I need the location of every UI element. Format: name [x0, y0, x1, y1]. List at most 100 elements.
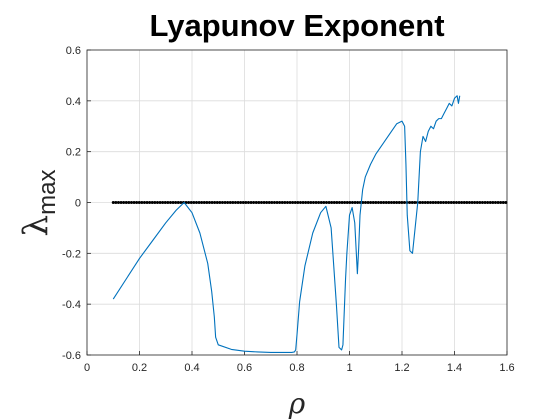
zero-line-marker: [324, 201, 328, 204]
y-axis-label: λmax: [16, 170, 61, 237]
zero-line-marker: [304, 201, 308, 204]
y-axis-label-subscript: max: [34, 170, 61, 215]
zero-line-marker: [148, 201, 152, 204]
zero-line-marker: [129, 201, 133, 204]
zero-line-marker: [174, 201, 178, 204]
zero-line-marker: [376, 201, 380, 204]
zero-line-marker: [488, 201, 492, 204]
zero-line-marker: [421, 201, 425, 204]
zero-line-marker: [447, 201, 451, 204]
zero-line-marker: [441, 201, 445, 204]
zero-line-marker: [291, 201, 295, 204]
zero-line-marker: [220, 201, 224, 204]
zero-line-marker: [155, 201, 159, 204]
zero-line-marker: [496, 201, 500, 204]
zero-line-marker: [122, 201, 126, 204]
zero-line-marker: [288, 201, 292, 204]
zero-line-marker: [408, 201, 412, 204]
zero-line-marker: [452, 201, 456, 204]
zero-line-marker: [171, 201, 175, 204]
zero-line-marker: [158, 201, 162, 204]
zero-line-marker: [402, 201, 406, 204]
series-line-lyapunov: [112, 95, 461, 354]
y-tick-label: -0.2: [62, 248, 81, 260]
zero-line-marker: [478, 201, 482, 204]
x-tick-label: 0.6: [237, 362, 252, 374]
y-tick-label: 0.2: [66, 147, 81, 159]
y-axis-ticks: -0.6 -0.4 -0.2 0 0.2 0.4 0.6: [62, 45, 91, 362]
zero-line-marker: [114, 201, 118, 204]
zero-line-marker: [187, 201, 191, 204]
zero-line-marker: [462, 201, 466, 204]
zero-line-marker: [127, 201, 131, 204]
zero-line-marker: [350, 201, 354, 204]
zero-line-marker: [135, 201, 139, 204]
zero-line-marker: [280, 201, 284, 204]
zero-line-marker: [163, 201, 167, 204]
zero-line-marker: [142, 201, 146, 204]
zero-line-marker: [153, 201, 157, 204]
zero-line-marker: [371, 201, 375, 204]
x-tick-label: 1.2: [394, 362, 409, 374]
zero-line-marker: [444, 201, 448, 204]
zero-line-marker: [189, 201, 193, 204]
x-tick-label: 0: [84, 362, 90, 374]
x-tick-label: 1.6: [499, 362, 514, 374]
zero-line-marker: [337, 201, 341, 204]
zero-line-marker: [259, 201, 263, 204]
zero-line-marker: [340, 201, 344, 204]
zero-line-marker: [363, 201, 367, 204]
zero-line-marker: [272, 201, 276, 204]
zero-line-marker: [179, 201, 183, 204]
zero-line-marker: [213, 201, 217, 204]
zero-line-marker: [252, 201, 256, 204]
zero-line-marker: [137, 201, 141, 204]
zero-line-marker: [192, 201, 196, 204]
zero-line-marker: [205, 201, 209, 204]
zero-line-marker: [332, 201, 336, 204]
zero-line-marker: [278, 201, 282, 204]
zero-line-marker: [384, 201, 388, 204]
zero-line-marker: [124, 201, 128, 204]
zero-line-marker: [161, 201, 165, 204]
zero-line-marker: [275, 201, 279, 204]
zero-line-marker: [348, 201, 352, 204]
x-axis-ticks: 0 0.2 0.4 0.6 0.8 1 1.2 1.4 1.6: [84, 351, 515, 374]
y-tick-label: 0.6: [66, 45, 81, 57]
zero-line-marker: [132, 201, 136, 204]
y-tick-label: -0.6: [62, 350, 81, 362]
zero-line-marker: [218, 201, 222, 204]
zero-line-marker: [418, 201, 422, 204]
zero-line-marker: [246, 201, 250, 204]
zero-line-marker: [473, 201, 477, 204]
x-tick-label: 0.8: [289, 362, 304, 374]
zero-line-marker: [298, 201, 302, 204]
zero-line-marker: [233, 201, 237, 204]
zero-line-marker: [345, 201, 349, 204]
zero-line-marker: [353, 201, 357, 204]
y-axis-label-symbol: λ: [16, 215, 56, 237]
y-tick-label: 0.4: [66, 96, 81, 108]
zero-line-marker: [335, 201, 339, 204]
zero-line-marker: [301, 201, 305, 204]
zero-line-marker: [265, 201, 269, 204]
zero-line-marker: [111, 201, 115, 204]
zero-line-marker: [465, 201, 469, 204]
zero-line-marker: [215, 201, 219, 204]
zero-line-marker: [119, 201, 123, 204]
zero-line-marker: [428, 201, 432, 204]
zero-line-marker: [309, 201, 313, 204]
zero-line-marker: [475, 201, 479, 204]
zero-line-marker: [226, 201, 230, 204]
zero-line-marker: [379, 201, 383, 204]
zero-line-marker: [356, 201, 360, 204]
zero-line-marker: [194, 201, 198, 204]
zero-line-marker: [140, 201, 144, 204]
zero-reference-line: [111, 201, 508, 204]
zero-line-marker: [467, 201, 471, 204]
zero-line-marker: [454, 201, 458, 204]
zero-line-marker: [317, 201, 321, 204]
zero-line-marker: [239, 201, 243, 204]
y-tick-label: -0.4: [62, 299, 81, 311]
zero-line-marker: [392, 201, 396, 204]
